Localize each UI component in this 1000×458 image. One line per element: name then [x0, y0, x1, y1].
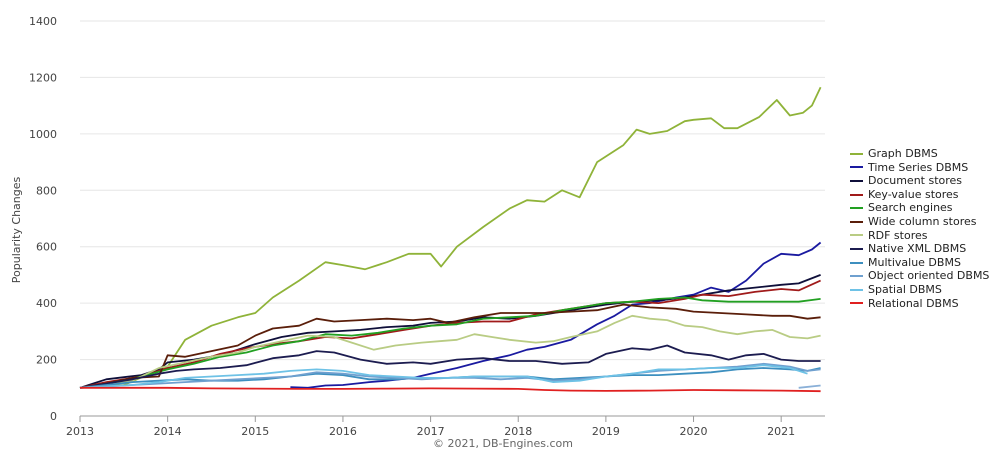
x-tick-label: 2014: [154, 425, 182, 438]
y-tick-label: 800: [36, 184, 57, 197]
legend-swatch: [850, 152, 863, 155]
series-line-native-xml-dbms: [79, 344, 821, 389]
legend-swatch: [850, 288, 863, 291]
y-tick-label: 1400: [29, 15, 57, 28]
legend-swatch: [850, 302, 863, 305]
legend-swatch: [850, 193, 863, 196]
x-tick-label: 2017: [417, 425, 445, 438]
legend-swatch: [850, 261, 863, 264]
legend-item[interactable]: Key-value stores: [850, 188, 989, 202]
legend-item[interactable]: Time Series DBMS: [850, 161, 989, 175]
legend-label: Multivalue DBMS: [868, 255, 961, 269]
legend-item[interactable]: RDF stores: [850, 229, 989, 243]
legend-swatch: [850, 275, 863, 278]
legend: Graph DBMS Time Series DBMS Document store…: [850, 147, 989, 310]
series-line-unlabeled: [798, 384, 821, 389]
series-line-rdf-stores: [79, 314, 821, 389]
y-axis-title: Popularity Changes: [10, 176, 23, 283]
series-line-search-engines: [79, 296, 821, 389]
legend-swatch: [850, 234, 863, 237]
x-tick-labels: 2013 2014 2015 2016 2017 2018 2019 2020 2021: [66, 416, 795, 438]
x-tick-label: 2016: [329, 425, 357, 438]
legend-label: Graph DBMS: [868, 147, 938, 160]
legend-label: Key-value stores: [868, 187, 959, 201]
legend-swatch: [850, 247, 863, 250]
y-tick-label: 200: [36, 354, 57, 367]
x-tick-label: 2019: [592, 425, 620, 438]
legend-item[interactable]: Multivalue DBMS: [850, 256, 989, 270]
x-tick-label: 2013: [66, 425, 94, 438]
legend-item[interactable]: Wide column stores: [850, 215, 989, 229]
x-tick-label: 2020: [680, 425, 708, 438]
series-line-spatial-dbms: [79, 364, 808, 389]
y-tick-label: 600: [36, 241, 57, 254]
y-tick-label: 1200: [29, 71, 57, 84]
series-line-time-series-dbms: [290, 241, 822, 389]
series-line-graph-dbms: [79, 86, 822, 389]
y-tick-labels: 0 200 400 600 800 1000 1200 1400: [29, 15, 57, 423]
legend-swatch: [850, 207, 863, 210]
legend-label: Document stores: [868, 174, 963, 188]
legend-item[interactable]: Graph DBMS: [850, 147, 989, 161]
legend-item[interactable]: Object oriented DBMS: [850, 269, 989, 283]
legend-label: RDF stores: [868, 228, 928, 242]
series-line-document-stores: [79, 274, 821, 389]
legend-item[interactable]: Document stores: [850, 174, 989, 188]
y-tick-label: 1000: [29, 128, 57, 141]
series-line-relational-dbms: [80, 386, 821, 393]
legend-label: Spatial DBMS: [868, 282, 942, 296]
credit-text: © 2021, DB-Engines.com: [433, 437, 573, 450]
x-tick-label: 2021: [767, 425, 795, 438]
legend-label: Search engines: [868, 201, 953, 215]
x-tick-label: 2018: [504, 425, 532, 438]
legend-item[interactable]: Search engines: [850, 201, 989, 215]
legend-label: Wide column stores: [868, 214, 977, 228]
legend-label: Relational DBMS: [868, 296, 959, 310]
legend-swatch: [850, 179, 863, 182]
series-lines: [79, 86, 822, 393]
x-tick-label: 2015: [241, 425, 269, 438]
y-tick-label: 0: [50, 410, 57, 423]
legend-label: Native XML DBMS: [868, 242, 967, 256]
series-line-wide-column-stores: [79, 303, 821, 389]
legend-item[interactable]: Native XML DBMS: [850, 242, 989, 256]
legend-item[interactable]: Spatial DBMS: [850, 283, 989, 297]
legend-swatch: [850, 166, 863, 169]
legend-label: Object oriented DBMS: [868, 269, 990, 283]
legend-item[interactable]: Relational DBMS: [850, 297, 989, 311]
legend-label: Time Series DBMS: [868, 160, 969, 174]
y-tick-label: 400: [36, 297, 57, 310]
legend-swatch: [850, 220, 863, 223]
grid-lines: [80, 20, 825, 361]
